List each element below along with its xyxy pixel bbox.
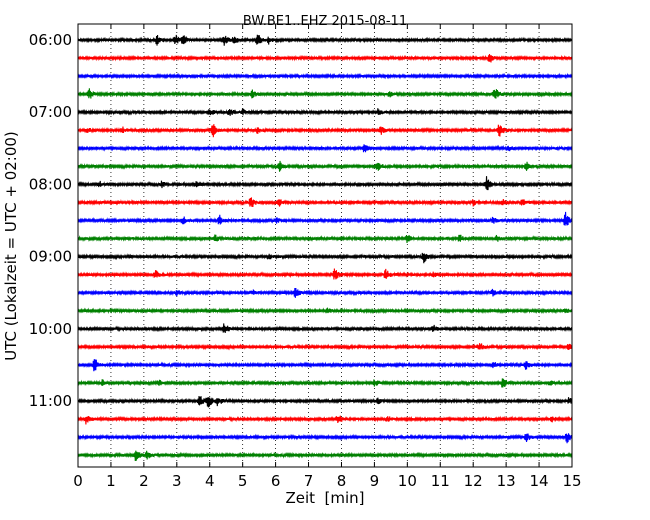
trace-1130 [77,433,573,444]
y-tick-label: 06:00 [29,31,72,49]
chart-title: BW.BE1..EHZ 2015-08-11 [243,14,407,29]
x-tick-label: 5 [238,472,248,490]
x-tick-label: 6 [271,472,281,490]
trace-0800 [77,176,573,191]
trace-0745 [77,160,573,172]
y-tick-label: 10:00 [29,320,72,338]
y-tick-label: 08:00 [29,175,72,193]
x-tick-label: 0 [73,472,83,490]
x-tick-label: 4 [205,472,215,490]
trace-1045 [77,378,573,388]
trace-0845 [77,234,573,243]
x-tick-label: 12 [464,472,483,490]
trace-0630 [77,72,573,80]
y-axis-title: UTC (Lokalzeit = UTC + 02:00) [2,131,20,361]
trace-0645 [77,88,573,99]
x-tick-label: 3 [172,472,182,490]
trace-0600 [77,34,573,46]
trace-rows [77,34,573,461]
trace-0615 [77,53,573,63]
trace-1015 [77,343,573,351]
trace-0815 [77,197,573,208]
x-tick-label: 15 [562,472,581,490]
x-tick-label: 11 [431,472,450,490]
trace-1100 [77,395,573,408]
trace-1115 [77,415,573,425]
trace-0930 [77,288,573,298]
x-axis-title: Zeit [min] [285,489,364,507]
x-tick-label: 2 [139,472,149,490]
x-tick-label: 8 [337,472,347,490]
trace-0900 [77,252,573,264]
trace-1000 [77,323,573,334]
trace-0700 [77,108,573,116]
trace-0915 [77,268,573,280]
trace-0830 [77,211,573,226]
trace-1145 [77,450,573,461]
x-axis: 0 1 2 3 4 5 6 7 8 9 10 11 12 13 14 15 [73,24,582,490]
trace-0715 [77,124,573,138]
plot-frame [77,23,573,468]
trace-0945 [77,307,573,315]
y-tick-label: 11:00 [29,392,72,410]
y-tick-label: 09:00 [29,248,72,266]
x-tick-label: 14 [530,472,549,490]
trace-0730 [77,144,573,153]
x-tick-label: 7 [304,472,314,490]
x-tick-label: 10 [398,472,417,490]
x-tick-label: 9 [370,472,380,490]
y-axis: 06:00 07:00 08:00 09:00 10:00 11:00 [29,31,83,410]
x-tick-label: 1 [106,472,116,490]
trace-1030 [77,359,573,372]
x-tick-label: 13 [497,472,516,490]
y-tick-label: 07:00 [29,103,72,121]
